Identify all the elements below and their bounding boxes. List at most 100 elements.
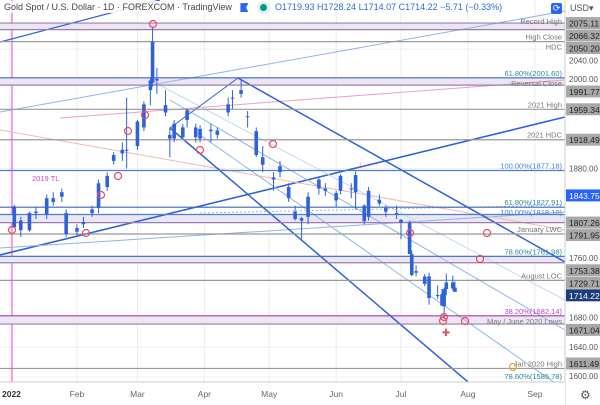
- candle-body: [181, 127, 185, 138]
- candle-body: [135, 121, 140, 147]
- candle: [435, 285, 440, 299]
- price-tag-label: 1611.49: [569, 359, 599, 369]
- pivot-marker: [7, 225, 17, 235]
- price-tag-label: 1753.38: [569, 266, 600, 276]
- candle-body: [124, 149, 129, 151]
- price-tag-label: 2075.11: [569, 19, 599, 29]
- candle: [453, 281, 457, 293]
- price-tag-label: 1807.26: [569, 218, 600, 228]
- price-tick-label: 1640.00: [569, 343, 598, 352]
- candle-body: [198, 128, 202, 139]
- chevron-down-icon: ▾: [589, 3, 594, 13]
- candle-body: [366, 190, 371, 217]
- price-tick-label: 1600.00: [569, 372, 598, 381]
- candle-body: [90, 209, 94, 214]
- sync-icon[interactable]: ⟳: [551, 3, 562, 14]
- candle: [60, 188, 64, 202]
- level-label: 38.20%(1682.14): [504, 307, 562, 316]
- time-tick-label: Sep: [527, 389, 542, 399]
- price-tag: [566, 133, 600, 146]
- candle-body: [96, 183, 101, 208]
- price-tag: [566, 189, 600, 202]
- candle: [64, 209, 68, 237]
- candle: [239, 80, 243, 98]
- candle: [27, 211, 32, 232]
- candle-body: [306, 196, 310, 217]
- price-tag: [566, 323, 600, 336]
- pivot-marker: [475, 254, 485, 264]
- candle: [414, 265, 418, 277]
- candle-body: [377, 199, 382, 204]
- candle-body: [60, 192, 64, 197]
- candle: [306, 192, 310, 225]
- candle: [317, 177, 321, 195]
- candle-body: [338, 175, 343, 191]
- candle-body: [155, 79, 159, 81]
- candle-body: [442, 289, 446, 307]
- time-tick-label: Aug: [460, 389, 475, 399]
- price-tag-label: 1843.75: [569, 191, 600, 201]
- price-tag-label: 1918.49: [569, 135, 600, 145]
- candle: [44, 194, 49, 220]
- candle: [444, 273, 449, 296]
- flag-icon[interactable]: [240, 3, 249, 13]
- candle: [427, 272, 431, 305]
- level-label: 100.00%(1818.10): [500, 208, 562, 217]
- level-label: High Close: [525, 33, 562, 42]
- level-label: HDC: [546, 43, 563, 52]
- time-tick-label: Mar: [130, 389, 145, 399]
- zone-band: [0, 315, 565, 325]
- price-tick-label: 1880.00: [569, 164, 598, 173]
- price-tag: [566, 42, 600, 55]
- symbol-title[interactable]: Gold Spot / U.S. Dollar · 1D · FOREXCOM …: [4, 2, 232, 12]
- pivot-marker: [482, 228, 492, 238]
- long-term-trendline-inner: [0, 10, 566, 113]
- level-label: Jan 2020 High: [514, 359, 562, 368]
- pivot-marker: [113, 171, 123, 181]
- candle-body: [111, 154, 116, 161]
- pivot-marker: [439, 312, 449, 322]
- level-label: 61.80%(1827.91): [504, 198, 562, 207]
- candle: [334, 190, 338, 208]
- candle-body: [444, 282, 449, 290]
- candle-body: [399, 219, 403, 223]
- candle: [362, 204, 367, 225]
- price-tick-label: 2000.00: [569, 75, 598, 84]
- candle-body: [51, 198, 55, 202]
- cross-marker-icon: ✚: [442, 328, 450, 339]
- candle: [323, 183, 328, 196]
- candle-body: [440, 294, 444, 306]
- candle: [245, 111, 250, 128]
- candle-body: [64, 213, 68, 234]
- candle: [19, 216, 23, 237]
- level-label: 78.60%(1585.78): [504, 372, 562, 381]
- pitchfork-handle: [169, 77, 239, 129]
- candle-body: [299, 218, 304, 221]
- price-tag: [566, 216, 600, 229]
- gear-icon[interactable]: ⚙: [580, 388, 591, 402]
- price-tag-label: 1729.71: [569, 278, 600, 288]
- candle: [172, 119, 176, 143]
- price-tag: [566, 264, 600, 277]
- time-tick-label: Jul: [396, 389, 407, 399]
- candle: [349, 183, 354, 199]
- candle: [451, 275, 455, 291]
- price-tag-label: 2066.32: [569, 31, 600, 41]
- candle: [209, 123, 213, 143]
- price-tag: [566, 103, 600, 116]
- candle: [377, 194, 382, 206]
- candle-body: [362, 205, 367, 222]
- candle-body: [120, 149, 125, 154]
- candle: [168, 127, 172, 158]
- pivot-marker: [195, 145, 205, 155]
- candle: [124, 97, 129, 169]
- candle-body: [168, 134, 172, 139]
- candle-body: [150, 41, 155, 83]
- candle-body: [12, 206, 17, 228]
- candle: [185, 108, 189, 128]
- currency-selector[interactable]: USD▾: [570, 3, 594, 14]
- candle: [96, 179, 101, 214]
- price-tag-label: 1791.95: [569, 231, 600, 241]
